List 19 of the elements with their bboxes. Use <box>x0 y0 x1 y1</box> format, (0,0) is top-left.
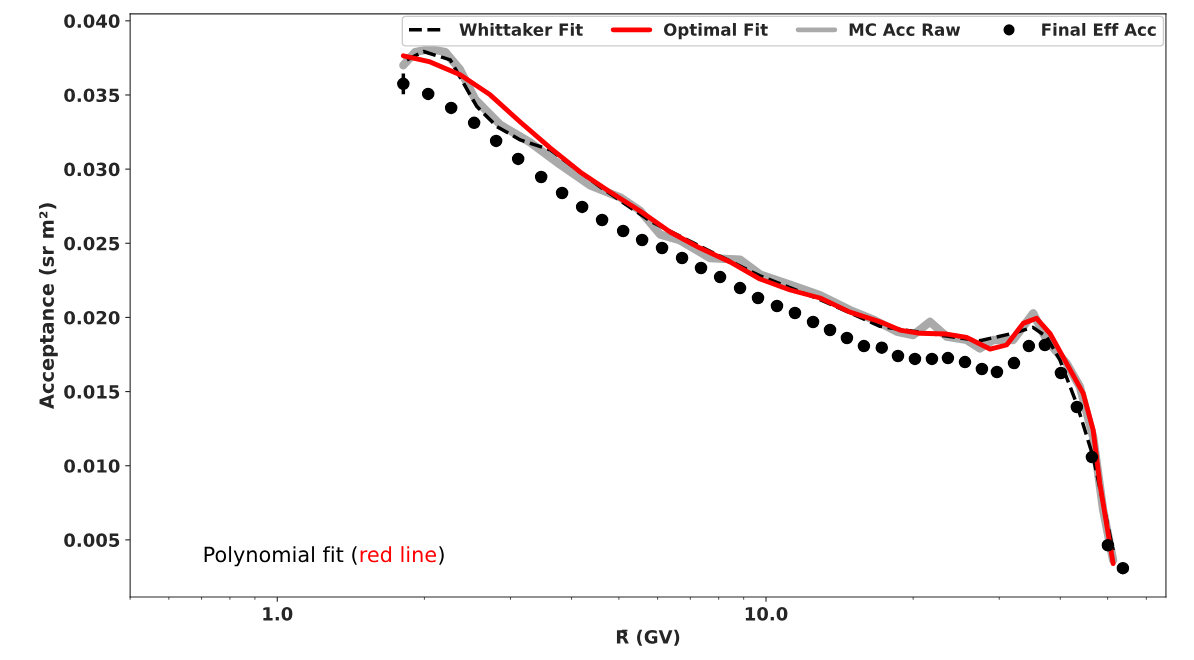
y-tick-label: 0.015 <box>64 385 120 399</box>
y-tick-label: 0.030 <box>64 162 120 177</box>
legend-label: Whittaker Fit <box>459 23 583 36</box>
x-axis-title: R̄ (GV) <box>616 629 680 646</box>
y-tick-label: 0.035 <box>64 88 120 103</box>
y-tick-label: 0.020 <box>64 310 120 325</box>
annotation: red line <box>360 546 437 563</box>
legend-label: Final Eff Acc <box>1042 23 1156 36</box>
y-tick-label: 0.040 <box>64 14 120 28</box>
y-tick-label: 0.010 <box>64 459 120 473</box>
annotation: Polynomial fit ( <box>204 546 357 567</box>
legend-label: MC Acc Raw <box>849 23 961 36</box>
y-axis-title: Acceptance (sr m²) <box>38 203 58 410</box>
y-tick-label: 0.005 <box>64 533 120 547</box>
y-tick-label: 0.025 <box>64 236 120 251</box>
legend-label: Optimal Fit <box>664 23 768 40</box>
x-tick-label: 10.0 <box>745 607 788 621</box>
annotation: ) <box>439 546 444 565</box>
x-tick-label: 1.0 <box>263 607 293 621</box>
